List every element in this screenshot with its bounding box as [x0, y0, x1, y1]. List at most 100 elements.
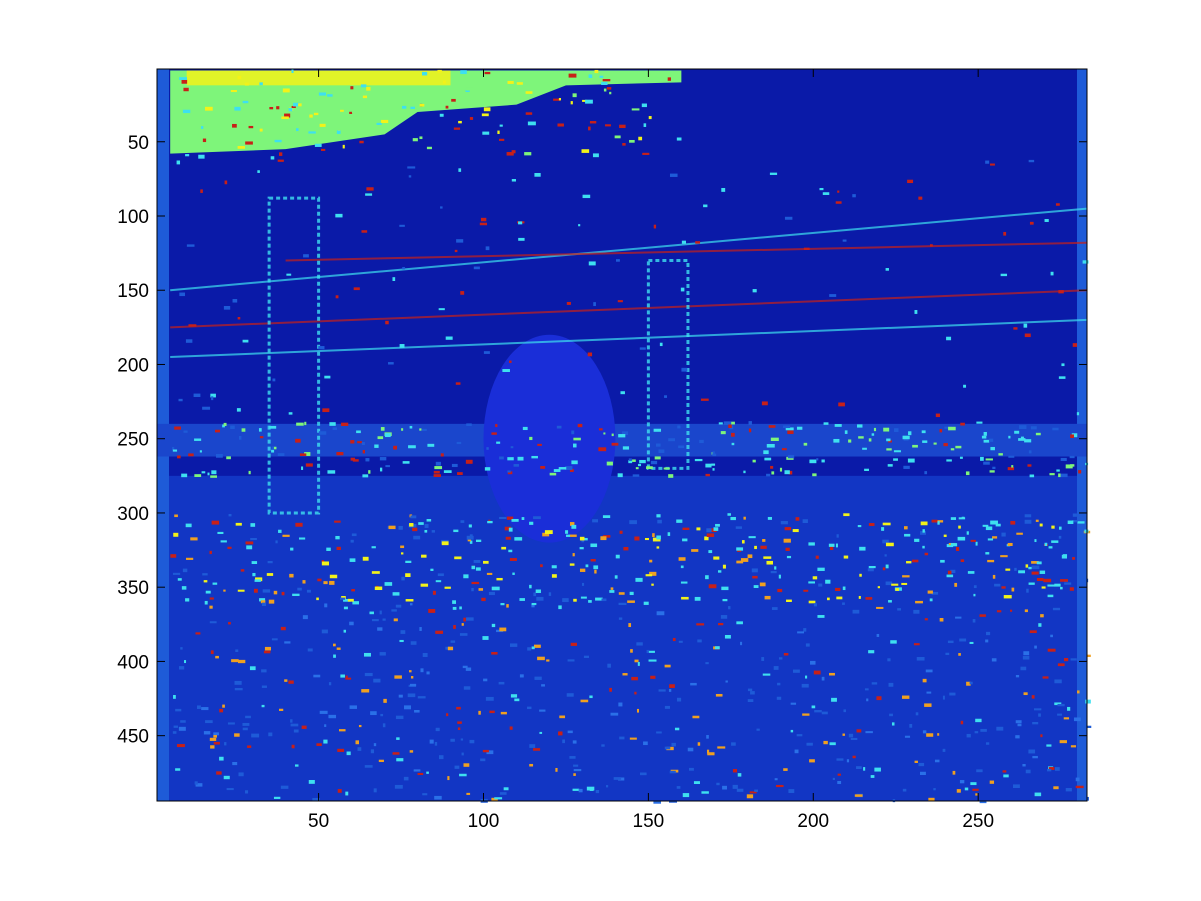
heatmap-speckle-horizon	[623, 446, 629, 449]
heatmap-speckle-sky-bright	[381, 120, 388, 123]
heatmap-speckle-ground	[401, 630, 406, 634]
heatmap-speckle-ground	[316, 743, 321, 746]
heatmap-speckle-sky-bright	[588, 127, 591, 131]
heatmap-speckle-ground-top	[329, 581, 334, 585]
heatmap-speckle-horizon	[633, 474, 640, 476]
heatmap-speckle-ground	[408, 693, 416, 697]
heatmap-speckle-horizon	[511, 446, 514, 448]
heatmap-speckle-horizon	[1008, 436, 1010, 439]
heatmap-speckle-horizon	[992, 467, 995, 469]
y-tick-label: 250	[117, 430, 149, 451]
heatmap-speckle-ground-top	[1025, 520, 1032, 524]
heatmap-speckle-ground-top	[994, 584, 1000, 587]
heatmap-speckle-ground-top	[730, 517, 736, 520]
heatmap-speckle-horizon	[573, 438, 580, 441]
heatmap-speckle-sky-bright	[259, 82, 262, 85]
heatmap-speckle-ground-top	[424, 530, 427, 533]
heatmap-speckle-sky	[1024, 324, 1028, 328]
heatmap-speckle-ground	[975, 731, 979, 733]
heatmap-speckle-sky-bright	[670, 73, 673, 76]
heatmap-speckle-ground-top	[1010, 521, 1015, 525]
heatmap-speckle-ground	[224, 742, 226, 745]
heatmap-speckle-ground-top	[859, 574, 861, 577]
heatmap-speckle-sky-bright	[185, 154, 189, 156]
heatmap-speckle-horizon	[998, 453, 1002, 455]
heatmap-speckle-horizon	[1056, 469, 1059, 471]
heatmap-speckle-horizon	[380, 468, 382, 472]
heatmap-speckle-ground	[877, 634, 880, 637]
heatmap-speckle-ground-top	[682, 539, 687, 542]
heatmap-speckle-ground	[924, 703, 931, 707]
heatmap-speckle-ground-top	[487, 521, 492, 523]
heatmap-speckle-sky-bright	[470, 117, 473, 120]
heatmap-speckle-horizon	[654, 429, 661, 432]
heatmap-speckle-ground	[628, 623, 631, 627]
heatmap-speckle-ground-top	[252, 573, 255, 576]
heatmap-speckle-horizon	[908, 459, 915, 463]
heatmap-speckle-ground	[396, 737, 399, 740]
heatmap-speckle-ground-top	[418, 522, 424, 525]
heatmap-speckle-ground	[383, 699, 386, 703]
heatmap-speckle-horizon	[1030, 474, 1034, 477]
heatmap-speckle-sky-bright	[485, 72, 491, 74]
heatmap-speckle-ground	[671, 743, 675, 747]
x-tick-label: 200	[797, 811, 829, 832]
heatmap-speckle-ground	[308, 648, 313, 651]
heatmap-speckle-sky-bright	[573, 93, 577, 97]
heatmap-speckle-ground	[234, 681, 241, 685]
heatmap-speckle-ground	[284, 679, 287, 682]
heatmap-speckle-ground-top	[627, 600, 635, 602]
heatmap-speckle-horizon	[427, 444, 434, 447]
heatmap-speckle-ground	[520, 674, 524, 677]
heatmap-speckle-horizon	[639, 460, 646, 463]
heatmap-speckle-horizon	[363, 450, 365, 453]
heatmap-speckle-ground-top	[269, 600, 274, 604]
heatmap-speckle-ground	[868, 650, 874, 653]
heatmap-speckle-ground-top	[1042, 586, 1046, 588]
heatmap-speckle-ground	[960, 780, 964, 783]
heatmap-speckle-ground-top	[656, 514, 660, 517]
heatmap-speckle-ground	[748, 689, 752, 692]
heatmap-speckle-ground	[915, 761, 918, 763]
heatmap-speckle-ground	[986, 632, 990, 635]
heatmap-speckle-horizon	[638, 464, 641, 466]
heatmap-speckle-ground-top	[786, 600, 792, 602]
heatmap-speckle-sky-bright	[644, 123, 647, 127]
heatmap-speckle-ground	[943, 696, 945, 700]
heatmap-speckle-horizon	[893, 458, 898, 460]
heatmap-speckle-ground-top	[749, 536, 756, 538]
heatmap-speckle-ground-top	[830, 547, 833, 550]
heatmap-speckle-ground	[426, 671, 429, 674]
heatmap-speckle-ground-top	[322, 561, 329, 565]
heatmap-speckle-sky-bright	[198, 116, 205, 119]
heatmap-speckle-sky	[936, 414, 940, 418]
heatmap-speckle-horizon	[194, 438, 201, 440]
heatmap-speckle-ground-top	[940, 560, 945, 563]
heatmap-speckle-ground-top	[651, 584, 653, 586]
heatmap-speckle-ground-top	[774, 566, 776, 569]
heatmap-speckle-ground-top	[1034, 539, 1036, 542]
heatmap-speckle-sky-bright	[615, 135, 621, 138]
heatmap-speckle-ground-top	[937, 521, 939, 525]
heatmap-speckle-ground	[499, 628, 506, 632]
heatmap-speckle-ground	[802, 713, 809, 715]
heatmap-speckle-ground-top	[843, 587, 846, 591]
heatmap-speckle-ground-top	[512, 573, 514, 575]
heatmap-speckle-horizon	[202, 471, 206, 473]
heatmap-speckle-ground	[913, 610, 919, 614]
heatmap-speckle-ground-top	[715, 524, 720, 527]
heatmap-speckle-sky	[456, 382, 461, 384]
heatmap-speckle-ground	[958, 653, 961, 656]
heatmap-speckle-ground	[581, 700, 589, 703]
heatmap-speckle-sky	[852, 194, 856, 197]
heatmap-speckle-ground-top	[1008, 543, 1013, 546]
heatmap-speckle-ground-top	[951, 517, 956, 520]
heatmap-speckle-sky	[200, 189, 203, 193]
heatmap-speckle-sky	[186, 339, 192, 343]
heatmap-speckle-ground-top	[1070, 587, 1074, 590]
y-tick-label: 200	[117, 355, 149, 376]
heatmap-speckle-sky	[474, 267, 480, 270]
heatmap-speckle-sky-bright	[427, 147, 432, 149]
heatmap-speckle-ground-top	[206, 591, 211, 594]
